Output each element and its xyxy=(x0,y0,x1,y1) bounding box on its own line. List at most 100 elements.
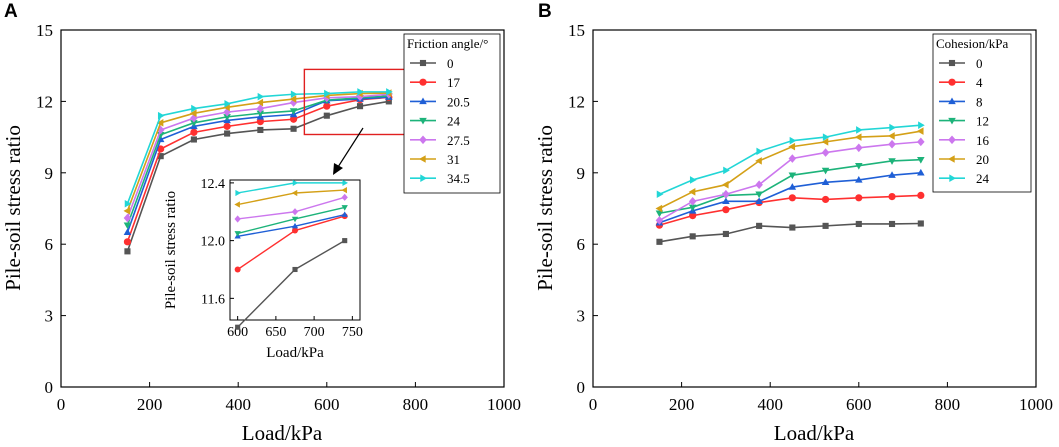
data-point xyxy=(224,130,231,137)
legend-marker xyxy=(419,59,427,67)
inset-ticks: 600 650 700 750 11.6 12.0 12.4 xyxy=(201,177,363,340)
inset-series xyxy=(234,179,349,330)
x-tick-label: 0 xyxy=(589,395,598,414)
data-point xyxy=(223,107,231,117)
data-point xyxy=(257,126,264,134)
legend-item: 20 xyxy=(939,152,989,167)
data-point xyxy=(124,248,131,255)
data-point xyxy=(722,197,730,205)
legend-marker xyxy=(948,117,956,125)
data-point xyxy=(289,98,298,107)
series-line xyxy=(659,158,921,215)
legend-label: 34.5 xyxy=(447,171,470,186)
panel-a-plot-frame xyxy=(60,29,505,388)
data-point xyxy=(788,183,797,190)
panel-b-x-axis-title: Load/kPa xyxy=(774,421,855,445)
data-point xyxy=(289,108,298,115)
legend-marker xyxy=(419,78,427,86)
x-tick-label: 1000 xyxy=(1019,395,1053,414)
series-0 xyxy=(124,98,392,255)
panel-b-plot-frame xyxy=(592,29,1037,388)
panel-a-ticks: 0 200 400 600 800 1000 0 3 6 9 12 15 xyxy=(36,21,521,414)
data-point xyxy=(191,104,198,113)
panel-b-series xyxy=(655,121,925,245)
data-point xyxy=(689,176,697,184)
legend-item: 12 xyxy=(939,114,989,129)
inset-data-point xyxy=(235,324,241,330)
legend-marker xyxy=(948,97,956,105)
legend-item: 17 xyxy=(410,75,461,90)
x-tick-label: 600 xyxy=(846,395,872,414)
data-point xyxy=(855,162,863,170)
data-point xyxy=(256,98,264,107)
data-point xyxy=(256,104,265,113)
data-point xyxy=(223,103,230,112)
inset-data-point xyxy=(235,189,241,197)
inset-data-point xyxy=(234,231,241,237)
inset-series-31 xyxy=(234,186,347,208)
data-point xyxy=(323,102,331,110)
data-point xyxy=(190,120,198,127)
data-point xyxy=(855,194,863,202)
panel-a-inset-chart: 600 650 700 750 11.6 12.0 12.4 Load/kPa Pile-s… xyxy=(163,177,363,361)
data-point xyxy=(917,157,925,164)
data-point xyxy=(722,206,730,214)
y-tick-label: 0 xyxy=(45,378,54,397)
legend-label: 8 xyxy=(976,94,983,109)
inset-data-point xyxy=(234,266,241,273)
legend-marker xyxy=(419,97,427,105)
panel-b-legend-items: 0 4 8 12 16 20 24 xyxy=(939,56,990,186)
inset-data-point xyxy=(292,179,299,187)
legend-item: 0 xyxy=(410,56,454,71)
legend-marker xyxy=(948,59,956,67)
zoom-arrow-line xyxy=(337,127,364,168)
inset-series-0 xyxy=(235,238,348,330)
data-point xyxy=(123,213,132,223)
x-tick-label: 0 xyxy=(57,395,66,414)
x-tick-label: 600 xyxy=(314,395,340,414)
legend-item: 16 xyxy=(939,133,990,148)
x-tick-label: 200 xyxy=(137,395,163,414)
legend-marker xyxy=(419,117,427,125)
data-point xyxy=(888,171,896,178)
data-point xyxy=(688,204,697,212)
legend-marker xyxy=(948,135,956,145)
series-8 xyxy=(655,168,925,226)
data-point xyxy=(888,193,896,201)
legend-marker xyxy=(948,78,956,86)
series-4 xyxy=(655,191,925,229)
data-point xyxy=(755,180,763,190)
data-point xyxy=(888,132,895,140)
legend-item: 20.5 xyxy=(410,94,470,109)
y-tick-label: 0 xyxy=(577,378,586,397)
legend-marker xyxy=(948,155,955,163)
panel-a-chart: A 0 200 400 600 800 1000 0 3 6 9 12 15 Load/kPa Pil… xyxy=(1,1,521,445)
inset-series-34.5 xyxy=(235,179,349,197)
data-point xyxy=(821,178,830,186)
inset-data-point xyxy=(292,227,298,234)
data-point xyxy=(821,138,829,146)
data-point xyxy=(917,168,925,176)
zoom-arrow-head xyxy=(333,163,343,175)
data-point xyxy=(156,119,164,127)
data-point xyxy=(788,154,797,163)
series-16 xyxy=(655,137,925,225)
data-point xyxy=(917,220,924,227)
data-point xyxy=(655,216,664,225)
inset-data-point xyxy=(234,201,240,208)
data-point xyxy=(788,172,797,180)
inset-data-point xyxy=(342,238,348,244)
data-point xyxy=(918,121,925,129)
data-point xyxy=(917,191,925,200)
data-point xyxy=(123,207,131,215)
panel-a-letter: A xyxy=(4,1,18,22)
data-point xyxy=(722,189,730,199)
data-point xyxy=(123,222,132,230)
data-point xyxy=(323,93,331,103)
y-tick-label: 12 xyxy=(36,92,53,111)
legend-label: 20.5 xyxy=(447,94,470,109)
legend-marker xyxy=(949,174,956,182)
y-tick-label: 15 xyxy=(36,21,53,40)
data-point xyxy=(821,195,830,204)
data-point xyxy=(788,142,796,151)
